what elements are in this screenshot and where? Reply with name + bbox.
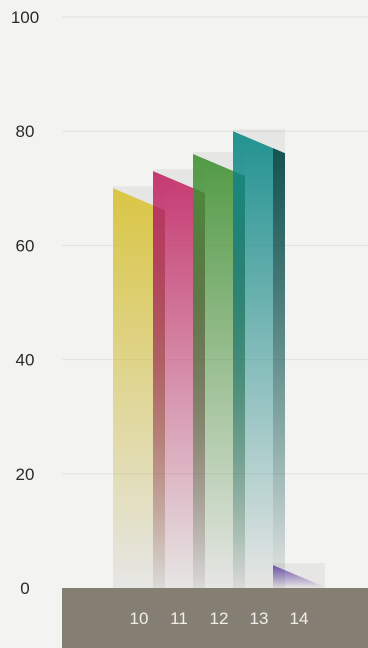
x-axis-band bbox=[62, 588, 368, 648]
x-tick-label: 10 bbox=[130, 609, 149, 628]
bar-shape bbox=[273, 565, 325, 588]
y-tick-label: 100 bbox=[11, 8, 39, 27]
x-tick-label: 12 bbox=[210, 609, 229, 628]
y-axis-ticks: 0 20 40 60 80 100 bbox=[11, 8, 39, 598]
bar-shape bbox=[153, 171, 205, 589]
bars bbox=[113, 129, 325, 589]
y-tick-label: 40 bbox=[16, 351, 35, 370]
x-tick-label: 14 bbox=[290, 609, 309, 628]
bar-shape bbox=[113, 188, 165, 589]
x-tick-label: 11 bbox=[170, 609, 188, 628]
bar-shape bbox=[233, 131, 285, 588]
y-tick-label: 20 bbox=[16, 465, 35, 484]
bar-overlap-shade bbox=[273, 148, 285, 588]
y-tick-label: 60 bbox=[16, 236, 35, 255]
bar-13 bbox=[233, 129, 285, 588]
y-tick-label: 0 bbox=[20, 579, 29, 598]
x-axis-ticks: 10 11 12 13 14 bbox=[130, 609, 309, 628]
x-tick-label: 13 bbox=[250, 609, 269, 628]
bar-shape bbox=[193, 154, 245, 589]
y-tick-label: 80 bbox=[16, 122, 35, 141]
bar-14 bbox=[273, 563, 325, 588]
